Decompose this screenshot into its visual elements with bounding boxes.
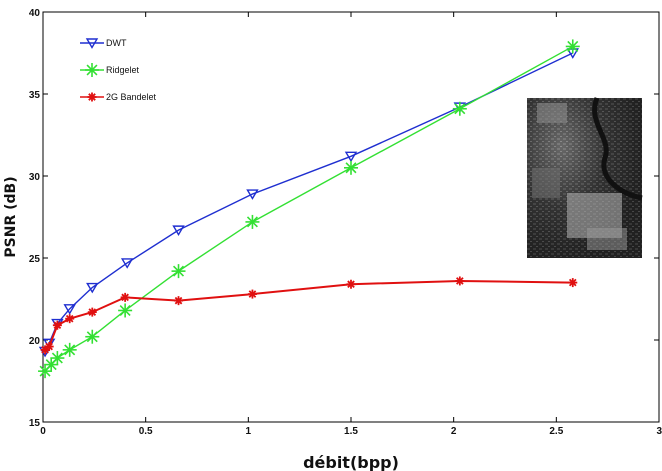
series-1-point — [344, 160, 358, 175]
series-0-point — [172, 225, 185, 237]
series-1-point — [245, 214, 260, 229]
x-tick-label: 0.5 — [139, 426, 153, 437]
series-2-point — [455, 276, 465, 286]
series-1-point — [62, 342, 77, 357]
y-tick-label: 25 — [29, 254, 41, 265]
x-axis-ticks: 0 0.5 1 1.5 2 2.5 3 — [40, 12, 662, 437]
series-0-point — [86, 282, 99, 294]
series-0-point — [63, 304, 76, 315]
legend-label-2: 2G Bandelet — [106, 92, 157, 102]
series-2-point — [87, 307, 97, 317]
y-axis-label: PSNR (dB) — [3, 176, 19, 257]
series-2-point — [44, 342, 54, 352]
series-2-point — [174, 296, 184, 306]
legend-marker-1 — [85, 63, 99, 77]
y-tick-label: 20 — [29, 336, 41, 347]
legend-label-1: Ridgelet — [106, 65, 140, 75]
series-0-point — [120, 258, 134, 269]
x-tick-label: 1.5 — [344, 426, 358, 437]
series-0-point — [246, 189, 259, 200]
x-tick-label: 3 — [656, 426, 662, 437]
series-1-point — [452, 101, 467, 116]
legend-marker-0 — [85, 38, 99, 49]
x-tick-label: 2.5 — [549, 426, 563, 437]
x-tick-label: 0 — [40, 426, 46, 437]
series-1-point — [118, 303, 133, 318]
series-2-point — [65, 314, 75, 324]
legend-marker-2 — [87, 92, 97, 102]
series-1-point — [171, 264, 186, 279]
legend-label-0: DWT — [106, 38, 127, 48]
y-tick-label: 30 — [29, 172, 41, 183]
y-axis-ticks: 15 20 25 30 35 40 — [29, 8, 659, 429]
y-tick-label: 35 — [29, 90, 41, 101]
x-axis-label: débit(bpp) — [303, 453, 399, 471]
inset-aerial-image — [527, 97, 643, 258]
y-tick-label: 15 — [29, 418, 41, 429]
series-2-point — [247, 289, 257, 299]
series-0-point — [344, 151, 358, 163]
series-2-point — [120, 292, 130, 302]
series-2-point — [568, 278, 578, 288]
legend: DWT Ridgelet 2G Bandelet — [80, 38, 157, 102]
series-1-point — [565, 39, 580, 54]
x-tick-label: 1 — [246, 426, 252, 437]
series-1-point — [50, 351, 65, 366]
series-1-point — [85, 329, 100, 344]
series-2-point — [40, 345, 50, 355]
series-2-point — [346, 279, 356, 289]
x-tick-label: 2 — [451, 426, 457, 437]
series-2-point — [52, 320, 62, 330]
y-tick-label: 40 — [29, 8, 41, 19]
series-layer — [38, 39, 580, 379]
